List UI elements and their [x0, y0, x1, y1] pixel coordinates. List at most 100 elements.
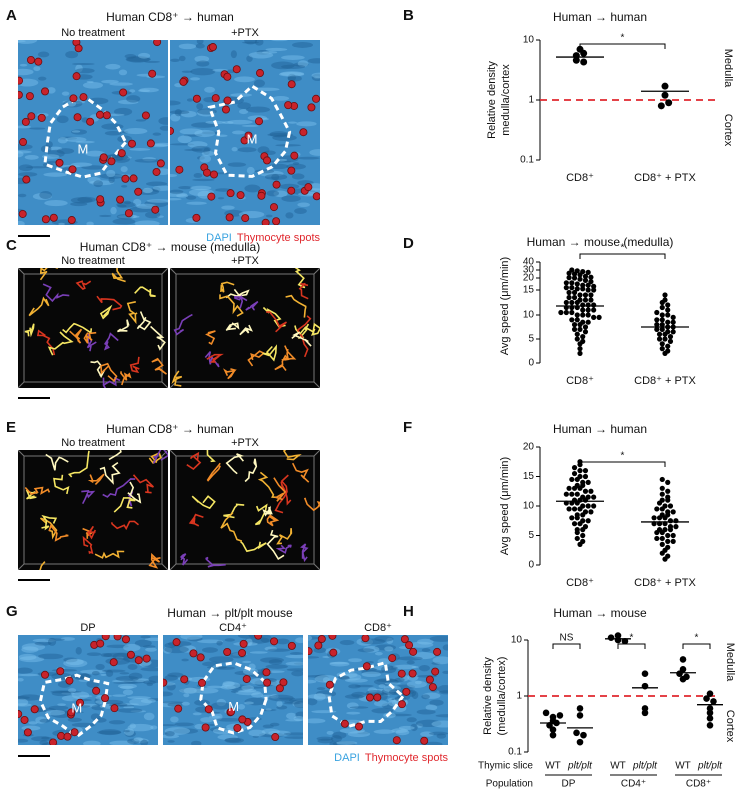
data-point	[549, 726, 557, 734]
texture	[35, 716, 47, 724]
thymocyte-spot	[397, 700, 406, 709]
data-point	[577, 350, 583, 356]
image-content	[170, 450, 320, 570]
texture	[123, 706, 135, 709]
texture	[287, 73, 297, 82]
data-point	[574, 281, 580, 287]
texture	[56, 148, 75, 154]
image-content: M	[170, 40, 320, 225]
texture	[272, 96, 290, 101]
cell-track	[223, 368, 237, 380]
texture	[129, 89, 136, 93]
texture	[146, 199, 168, 203]
thymocyte-spot	[174, 704, 183, 713]
region-outline	[199, 661, 268, 735]
y-axis-label: Relative density	[486, 61, 498, 139]
texture	[283, 732, 303, 736]
texture	[105, 63, 121, 70]
texture	[289, 652, 303, 655]
box-edge	[161, 268, 168, 275]
data-point	[665, 302, 671, 308]
thymocyte-spot	[22, 175, 31, 184]
box-edge	[161, 381, 168, 388]
texture	[308, 679, 317, 684]
texture	[311, 72, 320, 79]
texture	[234, 76, 255, 83]
data-point	[585, 319, 591, 325]
thymocyte-spot	[233, 723, 242, 732]
texture	[386, 637, 394, 644]
texture	[429, 699, 444, 706]
texture	[348, 658, 363, 663]
texture	[195, 43, 205, 49]
texture	[410, 723, 418, 732]
cell-track	[99, 304, 113, 320]
texture	[293, 700, 303, 709]
thymocyte-spot	[127, 139, 136, 148]
x-tick-label: WT	[675, 761, 691, 772]
texture	[39, 718, 51, 723]
texture	[384, 682, 401, 685]
data-point	[574, 299, 580, 306]
thymocyte-spot	[340, 719, 349, 728]
texture	[192, 712, 202, 716]
region-label: M	[77, 142, 88, 157]
texture	[313, 75, 320, 80]
texture	[308, 656, 320, 659]
texture	[179, 687, 204, 694]
image-label: +PTX	[231, 437, 259, 449]
texture	[283, 702, 301, 705]
texture	[170, 173, 178, 178]
cell-track	[298, 282, 309, 300]
texture	[278, 72, 305, 77]
data-point	[656, 331, 663, 337]
texture	[272, 134, 297, 141]
texture	[127, 723, 154, 732]
texture	[115, 655, 124, 661]
thymocyte-spot	[325, 680, 334, 689]
texture	[316, 687, 326, 691]
thymocyte-spot	[223, 647, 232, 656]
texture	[32, 638, 56, 643]
data-point	[654, 326, 660, 332]
texture	[184, 148, 203, 152]
texture	[339, 640, 355, 646]
data-point	[580, 527, 586, 533]
thymocyte-spot	[179, 77, 188, 86]
texture	[181, 70, 193, 73]
texture	[95, 663, 105, 670]
texture	[220, 685, 236, 690]
texture	[80, 669, 106, 674]
data-point	[576, 738, 584, 746]
texture	[245, 106, 271, 113]
texture	[292, 162, 300, 165]
texture	[110, 206, 117, 215]
thymocyte-spot	[373, 693, 382, 702]
texture	[60, 637, 76, 641]
cell-track	[294, 323, 310, 340]
texture	[344, 678, 368, 683]
texture	[18, 678, 24, 682]
texture	[244, 184, 261, 193]
image-content	[18, 450, 168, 570]
texture	[18, 656, 45, 663]
texture	[144, 60, 161, 63]
cell-track	[152, 450, 168, 464]
thymocyte-spot	[124, 209, 133, 218]
texture	[191, 145, 211, 153]
thymocyte-spot	[196, 653, 205, 662]
texture	[121, 130, 129, 134]
image-background	[170, 450, 320, 570]
texture	[248, 729, 266, 737]
texture	[244, 697, 267, 706]
texture	[86, 221, 94, 225]
micrograph: M	[18, 635, 158, 745]
data-point	[588, 292, 594, 298]
texture	[18, 695, 30, 700]
texture	[237, 704, 246, 710]
data-point	[667, 334, 674, 340]
legend-entry: DAPI	[206, 232, 232, 244]
texture	[106, 644, 129, 649]
texture	[266, 190, 279, 197]
x-tick-label: plt/plt	[697, 761, 723, 772]
